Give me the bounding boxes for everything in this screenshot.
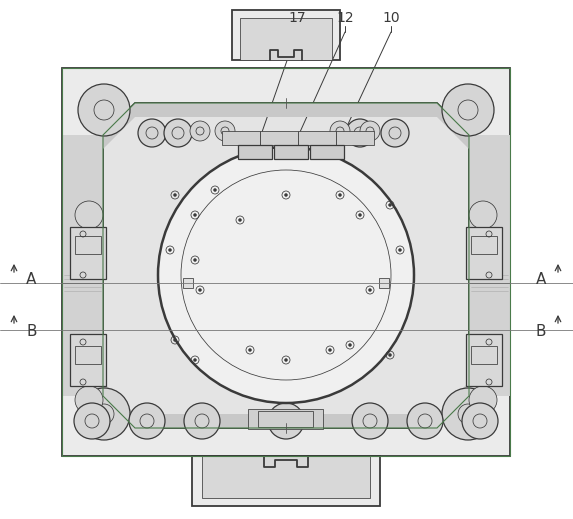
Circle shape <box>398 249 402 252</box>
Bar <box>70 227 106 279</box>
Circle shape <box>249 348 252 351</box>
Circle shape <box>388 353 391 357</box>
Bar <box>248 409 323 429</box>
Circle shape <box>138 119 166 147</box>
Bar <box>192 456 380 506</box>
Polygon shape <box>103 103 469 428</box>
Circle shape <box>462 403 498 439</box>
Bar <box>70 334 106 386</box>
Circle shape <box>78 84 130 136</box>
Bar <box>62 68 510 456</box>
Bar <box>62 68 510 456</box>
Circle shape <box>164 119 192 147</box>
Polygon shape <box>103 103 469 149</box>
Bar <box>310 145 344 159</box>
Circle shape <box>442 388 494 440</box>
Circle shape <box>268 403 304 439</box>
Circle shape <box>469 386 497 414</box>
Bar <box>75 346 101 364</box>
Text: A: A <box>26 272 36 288</box>
Bar <box>466 227 502 279</box>
Bar <box>471 346 497 364</box>
Circle shape <box>198 289 202 292</box>
Circle shape <box>214 188 217 192</box>
Circle shape <box>381 119 409 147</box>
Bar <box>258 411 313 427</box>
Circle shape <box>359 213 362 216</box>
Circle shape <box>215 121 235 141</box>
Circle shape <box>352 403 388 439</box>
Circle shape <box>285 194 288 197</box>
Text: 17: 17 <box>288 11 306 25</box>
Circle shape <box>360 121 380 141</box>
Bar <box>202 456 370 498</box>
Bar <box>298 131 336 145</box>
Bar <box>232 10 340 60</box>
Bar <box>274 145 308 159</box>
Circle shape <box>184 403 220 439</box>
Circle shape <box>346 119 374 147</box>
Circle shape <box>194 213 197 216</box>
Circle shape <box>190 121 210 141</box>
Circle shape <box>158 147 414 403</box>
Circle shape <box>168 249 171 252</box>
Circle shape <box>174 194 176 197</box>
Text: B: B <box>26 323 37 338</box>
Circle shape <box>75 386 103 414</box>
Bar <box>240 18 332 60</box>
Circle shape <box>78 388 130 440</box>
Bar <box>471 236 497 254</box>
Circle shape <box>442 84 494 136</box>
Circle shape <box>75 201 103 229</box>
Circle shape <box>330 121 350 141</box>
Bar <box>183 278 193 288</box>
Circle shape <box>238 218 241 222</box>
Circle shape <box>74 403 110 439</box>
Polygon shape <box>103 382 469 428</box>
Circle shape <box>407 403 443 439</box>
Bar <box>466 334 502 386</box>
Bar <box>260 131 298 145</box>
Circle shape <box>328 348 332 351</box>
Bar <box>75 236 101 254</box>
Text: B: B <box>536 323 546 338</box>
Circle shape <box>285 359 288 362</box>
Circle shape <box>368 289 371 292</box>
Circle shape <box>469 201 497 229</box>
Bar <box>379 278 389 288</box>
Circle shape <box>339 194 342 197</box>
Bar <box>238 145 272 159</box>
Bar <box>336 131 374 145</box>
Text: A: A <box>536 272 546 288</box>
Circle shape <box>174 338 176 342</box>
Bar <box>222 131 260 145</box>
Bar <box>469 135 510 396</box>
Circle shape <box>194 258 197 262</box>
Bar <box>62 135 103 396</box>
Text: 10: 10 <box>382 11 400 25</box>
Circle shape <box>129 403 165 439</box>
Circle shape <box>348 344 351 347</box>
Circle shape <box>194 359 197 362</box>
Circle shape <box>388 203 391 207</box>
Text: 12: 12 <box>336 11 354 25</box>
